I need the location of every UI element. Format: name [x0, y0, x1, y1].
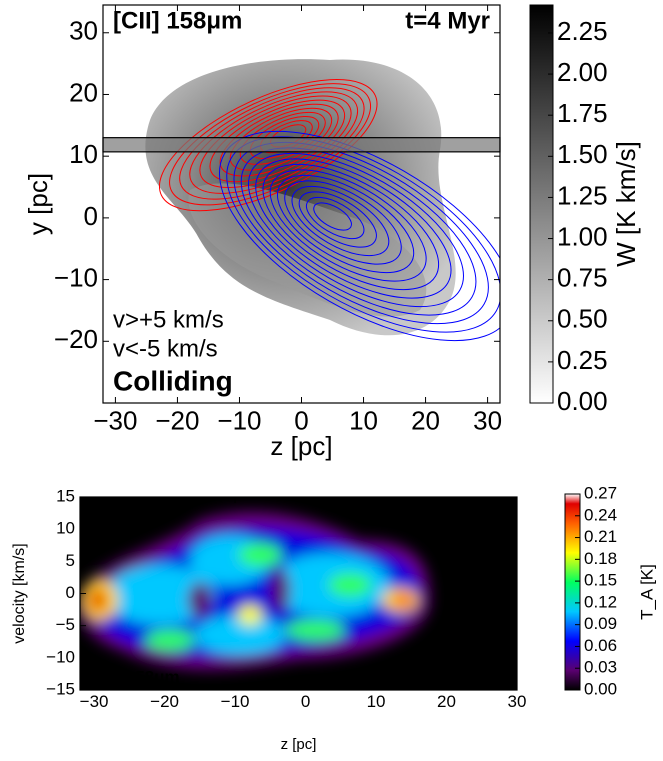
x-tick-label: 10	[349, 405, 378, 435]
contour-line	[169, 83, 372, 206]
y-tick-label: 0	[84, 201, 98, 231]
annotation: t=4 Myr	[405, 7, 490, 34]
x-tick-label: −10	[217, 405, 261, 435]
y-tick-label: 10	[69, 139, 98, 169]
colorbar	[564, 493, 581, 691]
colorbar-tick-label: 0.06	[584, 636, 617, 655]
contour-line	[219, 103, 339, 177]
x-tick-label: 30	[473, 405, 502, 435]
contour-line	[179, 87, 365, 200]
y-tick-label: 0	[66, 583, 75, 602]
contour-line	[269, 169, 427, 282]
colorbar-tick-label: 0.00	[584, 679, 617, 698]
contour-line	[240, 147, 477, 316]
annotation: Colliding	[113, 365, 233, 396]
colorbar-tick-label: 1.00	[557, 221, 608, 251]
contour-line	[199, 95, 352, 189]
contour-line	[262, 163, 440, 291]
y-tick-label: −5	[56, 615, 75, 634]
x-tick-label: −20	[150, 692, 179, 711]
y-axis-label: velocity [km/s]	[11, 543, 28, 643]
contour-line	[218, 130, 500, 342]
x-tick-label: −10	[221, 692, 250, 711]
colorbar-tick-label: 0.18	[584, 549, 617, 568]
contour-line	[209, 99, 346, 183]
contour-line	[233, 141, 489, 325]
x-tick-label: 20	[437, 692, 456, 711]
x-tick-label: 20	[411, 405, 440, 435]
contour-line	[247, 152, 464, 308]
contour-line	[226, 136, 500, 333]
contour-line	[229, 107, 333, 171]
colorbar-tick-label: 2.25	[557, 16, 608, 46]
y-tick-label: 10	[56, 519, 75, 538]
y-tick-label: 30	[69, 16, 98, 46]
legend-label: v<-5 km/s	[113, 335, 218, 362]
colorbar-tick-label: 0.15	[584, 571, 617, 590]
x-tick-label: 0	[301, 692, 310, 711]
colorbar-tick-label: 0.09	[584, 614, 617, 633]
contour-line	[298, 191, 377, 248]
contour-line	[313, 202, 352, 231]
colorbar-tick-label: 0.50	[557, 304, 608, 334]
colorbar	[529, 4, 554, 404]
y-axis-label: y [pc]	[23, 173, 53, 235]
colorbar-tick-label: 1.50	[557, 139, 608, 169]
y-tick-label: 5	[66, 551, 75, 570]
contour-line	[276, 174, 415, 274]
colorbar-tick-label: 0.24	[584, 505, 617, 524]
contour-line	[291, 185, 390, 257]
colorbar-tick-label: 2.00	[557, 57, 608, 87]
colorbar-tick-label: 1.25	[557, 180, 608, 210]
colorbar-tick-label: 0.00	[557, 386, 608, 416]
y-tick-label: 20	[69, 77, 98, 107]
y-tick-label: −10	[54, 262, 98, 292]
contour-line	[305, 196, 365, 240]
colorbar-tick-label: 0.25	[557, 345, 608, 375]
legend-label: v>+5 km/s	[113, 306, 224, 333]
colorbar-label: T_A [K]	[637, 564, 656, 620]
colorbar-tick-label: 0.75	[557, 263, 608, 293]
contour-line	[284, 180, 402, 265]
annotation: Colliding	[437, 667, 510, 686]
annotation: [CII] 158μm	[88, 667, 180, 686]
colorbar-tick-label: 0.03	[584, 658, 617, 677]
colorbar-tick-label: 0.21	[584, 527, 617, 546]
contour-line	[255, 158, 452, 299]
y-tick-label: −10	[46, 647, 75, 666]
colorbar-tick-label: 0.12	[584, 592, 617, 611]
x-tick-label: 30	[508, 692, 527, 711]
colorbar-tick-label: 1.75	[557, 98, 608, 128]
annotation: [CII] 158μm	[113, 7, 242, 34]
x-tick-label: −20	[155, 405, 199, 435]
y-tick-label: −15	[46, 679, 75, 698]
pv-emission	[80, 511, 430, 670]
x-tick-label: −30	[80, 692, 109, 711]
colorbar-tick-label: 0.27	[584, 483, 617, 502]
contour-line	[189, 91, 359, 194]
x-tick-label: −30	[93, 405, 137, 435]
x-tick-label: 10	[367, 692, 386, 711]
x-tick-label: 0	[294, 405, 308, 435]
x-axis-label: z [pc]	[281, 736, 317, 753]
y-tick-label: 15	[56, 486, 75, 505]
annotation: GMC only	[88, 503, 168, 522]
colorbar-label: W [K km/s]	[611, 141, 641, 267]
slice-band	[102, 137, 501, 153]
x-axis-label: z [pc]	[270, 431, 332, 461]
y-tick-label: −20	[54, 324, 98, 354]
annotation: t=4 Myr	[450, 503, 510, 522]
pv-map	[80, 497, 517, 690]
